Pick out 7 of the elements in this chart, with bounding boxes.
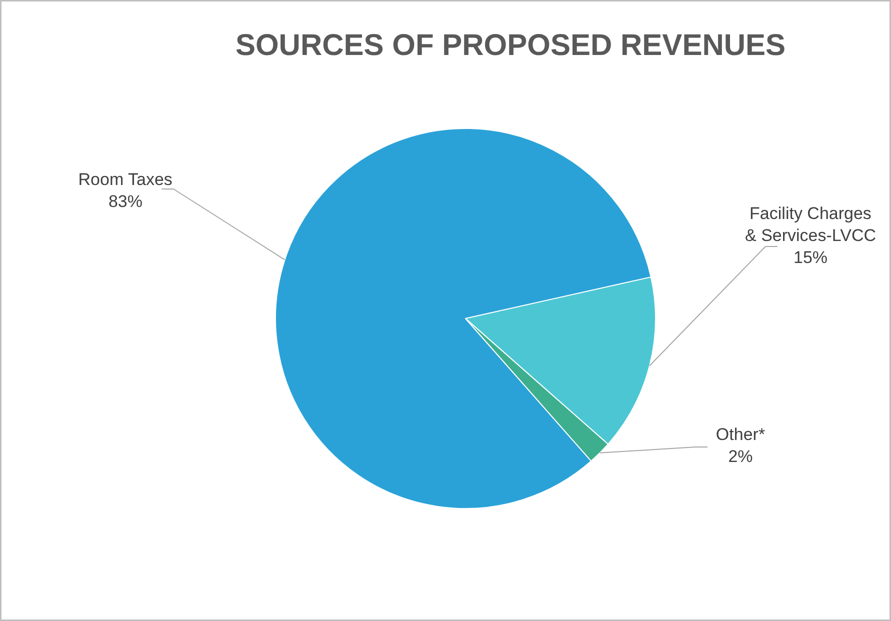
data-label: 2% [728, 446, 753, 466]
slice-label: Room Taxes [78, 170, 172, 190]
data-label: 83% [108, 192, 143, 211]
chart-title: SOURCES OF PROPOSED REVENUES [235, 29, 786, 62]
slice-label: Facility Charges & Services-LVCC [745, 204, 876, 245]
slice-label: Other* [716, 425, 766, 444]
data-label: 15% [793, 248, 828, 267]
